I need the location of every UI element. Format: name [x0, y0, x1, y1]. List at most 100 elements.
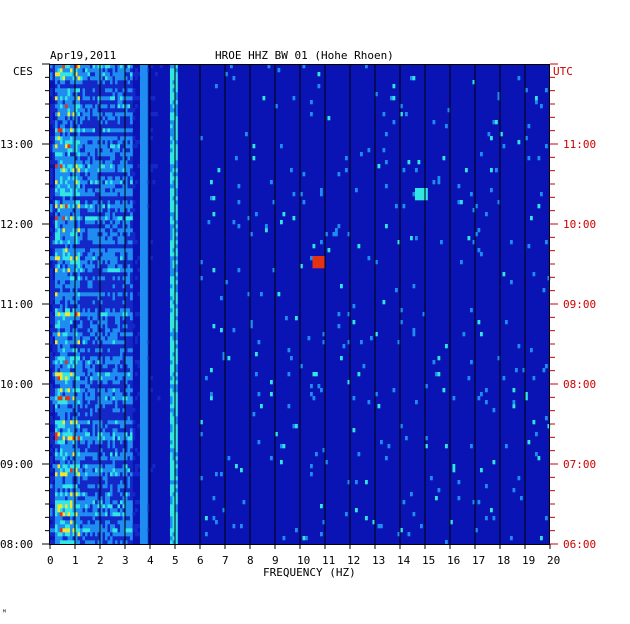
heatmap-cell	[127, 116, 131, 121]
heatmap-cell	[120, 476, 123, 481]
heatmap-cell	[105, 136, 108, 141]
heatmap-cell	[145, 132, 148, 137]
heatmap-cell	[67, 132, 71, 137]
heatmap-cell	[100, 120, 103, 125]
heatmap-cell	[140, 496, 143, 501]
heatmap-cell	[55, 540, 58, 545]
heatmap-cell	[72, 200, 76, 205]
heatmap-cell	[172, 512, 176, 517]
heatmap-cell	[80, 272, 83, 277]
heatmap-cell	[55, 232, 58, 237]
heatmap-cell	[172, 268, 176, 273]
heatmap-cell	[105, 92, 108, 97]
heatmap-cell	[65, 260, 68, 265]
heatmap-cell	[122, 256, 126, 261]
heatmap-cell	[72, 240, 76, 245]
heatmap-cell	[535, 452, 538, 457]
heatmap-cell	[55, 436, 58, 441]
heatmap-cell	[75, 136, 78, 141]
heatmap-cell	[170, 488, 173, 493]
heatmap-cell	[170, 260, 173, 265]
heatmap-cell	[142, 396, 146, 401]
heatmap-cell	[100, 276, 103, 281]
heatmap-cell	[72, 104, 76, 109]
heatmap-cell	[115, 316, 118, 321]
heatmap-cell	[60, 472, 63, 477]
heatmap-cell	[100, 280, 103, 285]
heatmap-cell	[170, 100, 173, 105]
heatmap-cell	[540, 104, 543, 109]
heatmap-cell	[62, 256, 66, 261]
heatmap-cell	[172, 108, 176, 113]
heatmap-cell	[170, 504, 173, 509]
heatmap-cell	[70, 148, 73, 153]
heatmap-cell	[80, 488, 83, 493]
heatmap-cell	[75, 512, 78, 517]
heatmap-cell	[57, 304, 61, 309]
heatmap-cell	[127, 232, 131, 237]
heatmap-cell	[150, 468, 153, 473]
heatmap-cell	[90, 168, 93, 173]
heatmap-cell	[115, 304, 118, 309]
heatmap-cell	[75, 304, 78, 309]
heatmap-cell	[127, 532, 131, 537]
heatmap-cell	[100, 340, 103, 345]
heatmap-cell	[92, 520, 96, 525]
heatmap-cell	[70, 384, 73, 389]
heatmap-cell	[100, 360, 103, 365]
heatmap-cell	[85, 144, 88, 149]
heatmap-cell	[127, 516, 131, 521]
heatmap-cell	[87, 408, 91, 413]
heatmap-cell	[102, 492, 106, 497]
heatmap-cell	[127, 252, 131, 257]
heatmap-cell	[97, 160, 101, 165]
heatmap-cell	[52, 364, 56, 369]
heatmap-cell	[60, 120, 63, 125]
heatmap-cell	[117, 292, 121, 297]
heatmap-cell	[90, 448, 93, 453]
heatmap-cell	[122, 292, 126, 297]
heatmap-cell	[52, 496, 56, 501]
heatmap-cell	[90, 356, 93, 361]
heatmap-cell	[85, 372, 88, 377]
heatmap-cell	[85, 344, 88, 349]
heatmap-cell	[75, 520, 78, 525]
heatmap-cell	[57, 172, 61, 177]
heatmap-cell	[65, 120, 68, 125]
heatmap-cell	[112, 524, 116, 529]
heatmap-cell	[80, 192, 83, 197]
heatmap-cell	[172, 408, 176, 413]
heatmap-cell	[72, 324, 76, 329]
heatmap-cell	[87, 444, 91, 449]
heatmap-cell	[240, 524, 243, 529]
heatmap-cell	[57, 488, 61, 493]
heatmap-cell	[57, 336, 61, 341]
heatmap-cell	[65, 132, 68, 137]
heatmap-cell	[67, 368, 71, 373]
heatmap-cell	[82, 504, 86, 509]
heatmap-cell	[362, 364, 366, 369]
heatmap-cell	[92, 420, 96, 425]
heatmap-cell	[120, 380, 123, 385]
heatmap-cell	[537, 456, 541, 461]
heatmap-cell	[55, 104, 58, 109]
heatmap-cell	[60, 76, 63, 81]
heatmap-cell	[120, 464, 123, 469]
heatmap-cell	[80, 420, 83, 425]
heatmap-cell	[285, 316, 288, 321]
heatmap-cell	[115, 524, 118, 529]
heatmap-cell	[125, 264, 128, 269]
heatmap-cell	[97, 320, 101, 325]
heatmap-cell	[65, 356, 68, 361]
heatmap-cell	[175, 432, 178, 437]
heatmap-cell	[87, 168, 91, 173]
heatmap-cell	[110, 176, 113, 181]
heatmap-cell	[170, 204, 173, 209]
heatmap-cell	[92, 148, 96, 153]
heatmap-cell	[117, 92, 121, 97]
heatmap-cell	[147, 508, 151, 513]
heatmap-cell	[55, 204, 58, 209]
heatmap-cell	[102, 480, 106, 485]
heatmap-cell	[140, 520, 143, 525]
heatmap-cell	[122, 480, 126, 485]
